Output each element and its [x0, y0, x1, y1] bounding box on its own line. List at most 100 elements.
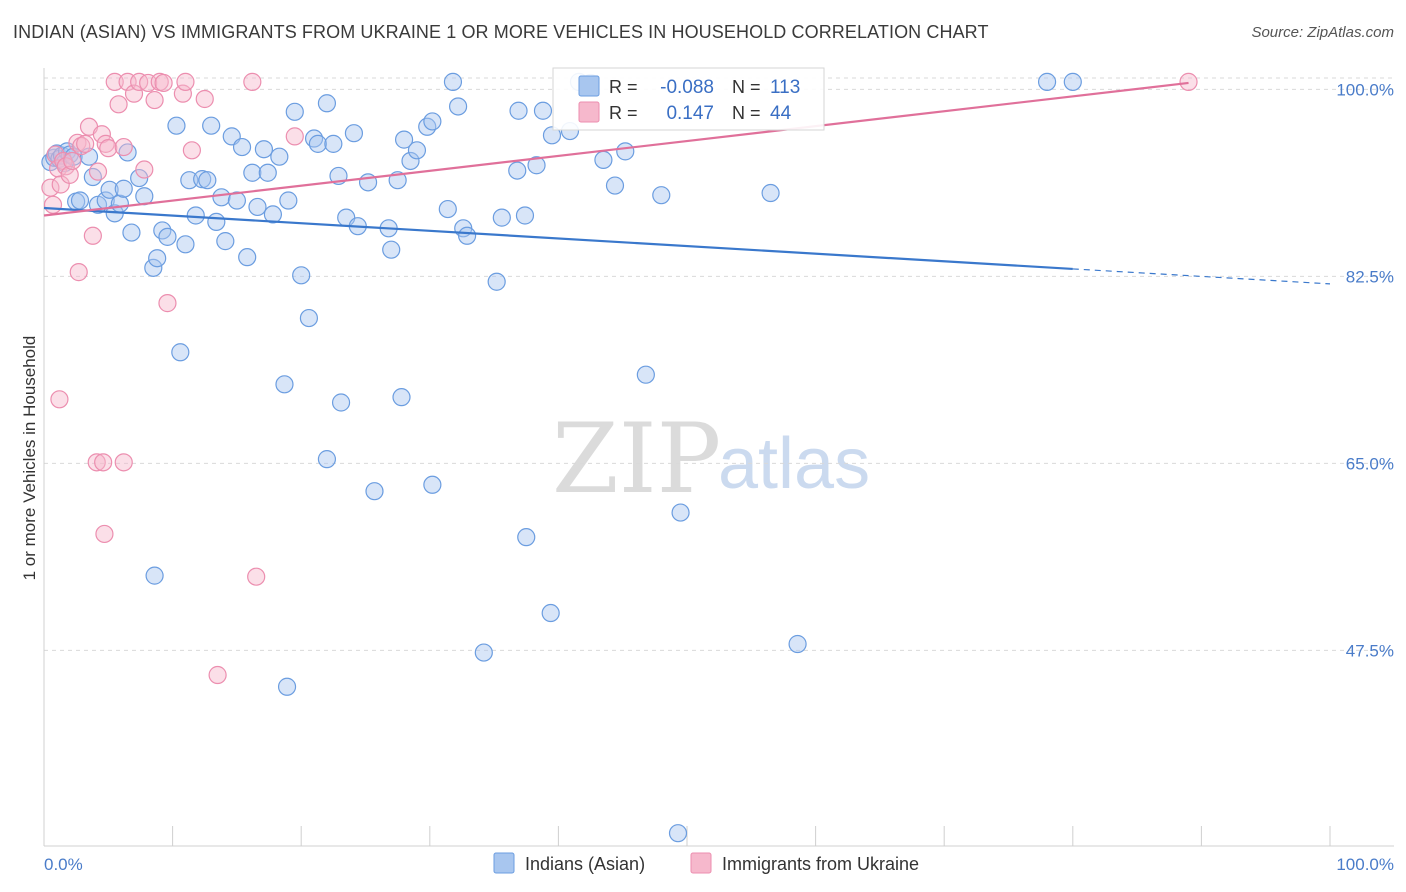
data-point: [605, 176, 625, 195]
data-point: [541, 603, 560, 623]
data-point: [173, 84, 192, 103]
data-point: [270, 147, 289, 166]
data-point: [407, 141, 427, 160]
stats-blue-r-label: R =: [609, 77, 638, 97]
x-axis-ticks: [172, 826, 1331, 846]
data-point: [227, 191, 246, 210]
data-point: [438, 199, 457, 219]
legend-label-ukraine: Immigrants from Ukraine: [722, 854, 919, 874]
data-point: [392, 388, 411, 407]
data-point: [145, 90, 164, 110]
data-point: [195, 89, 214, 109]
data-point: [285, 127, 304, 146]
data-point: [509, 101, 528, 120]
data-point: [216, 232, 235, 251]
watermark-atlas: atlas: [718, 424, 870, 504]
data-point: [423, 112, 442, 131]
data-point: [167, 116, 186, 135]
legend-swatch-indians: [493, 852, 515, 874]
data-point: [277, 677, 297, 696]
data-point: [176, 72, 195, 91]
data-point: [158, 227, 177, 246]
data-point: [317, 94, 337, 113]
data-point: [207, 212, 226, 231]
trend-line-ukraine: [43, 81, 1189, 217]
trend-line-indians: [43, 206, 1073, 271]
data-point: [60, 165, 79, 184]
stats-pink-n-label: N =: [732, 103, 761, 123]
data-point: [492, 208, 511, 227]
data-point: [69, 263, 88, 282]
data-point: [317, 450, 337, 469]
stats-pink-r-value: 0.147: [666, 103, 714, 124]
data-point: [114, 453, 133, 472]
legend: Indians (Asian) Immigrants from Ukraine: [493, 852, 919, 874]
data-point: [258, 163, 277, 182]
data-point: [401, 151, 420, 171]
data-point: [182, 141, 201, 160]
legend-swatch-ukraine: [690, 852, 712, 874]
data-point: [448, 97, 468, 116]
stats-pink-r-label: R =: [609, 103, 638, 123]
data-point: [652, 186, 671, 205]
y-tick-label: 65.0%: [1346, 454, 1394, 473]
data-point: [100, 180, 119, 199]
stats-box: R = -0.088 N = 113 R = 0.147 N = 44: [552, 67, 825, 131]
data-point: [122, 223, 141, 242]
stats-blue-swatch: [578, 75, 600, 97]
data-point: [94, 453, 113, 472]
data-point: [243, 72, 262, 91]
data-point: [247, 567, 266, 586]
data-point: [83, 167, 102, 187]
data-point: [275, 375, 294, 394]
y-tick-label: 100.0%: [1336, 80, 1394, 99]
trend-line-indians-extension: [1072, 268, 1331, 285]
data-point: [263, 205, 283, 224]
data-point: [135, 160, 154, 179]
data-point: [144, 258, 163, 277]
stats-blue-n-value: 113: [770, 77, 800, 98]
data-point: [279, 191, 298, 210]
data-point: [671, 503, 690, 522]
y-tick-label: 82.5%: [1346, 267, 1394, 286]
watermark: ZIP atlas: [552, 403, 870, 515]
data-point: [285, 102, 304, 121]
data-point: [616, 142, 635, 161]
data-point: [124, 84, 144, 103]
data-point: [238, 248, 257, 267]
data-point: [105, 72, 124, 91]
series-immigrants-ukraine-points: [41, 72, 1198, 685]
data-point: [63, 151, 82, 171]
data-point: [474, 643, 493, 662]
data-point: [542, 126, 562, 145]
data-point: [110, 194, 129, 213]
source-credit: Source: ZipAtlas.com: [1251, 24, 1394, 41]
series-indians-asian-points: [41, 72, 1082, 843]
data-point: [365, 482, 384, 501]
data-point: [145, 566, 164, 585]
data-point: [95, 524, 114, 544]
stats-pink-swatch: [578, 101, 600, 123]
data-point: [299, 308, 319, 328]
data-point: [232, 137, 252, 157]
y-tick-label: 47.5%: [1346, 641, 1394, 660]
legend-label-indians: Indians (Asian): [525, 854, 645, 874]
y-tick-labels: 47.5% 65.0% 82.5% 100.0%: [1336, 80, 1394, 660]
data-point: [443, 72, 463, 91]
data-point: [176, 235, 195, 254]
data-point: [83, 226, 102, 245]
data-point: [394, 130, 414, 149]
data-point: [344, 124, 364, 143]
data-point: [594, 150, 613, 170]
data-point: [527, 156, 546, 175]
data-point: [254, 140, 274, 159]
data-point: [50, 390, 69, 409]
stats-pink-n-value: 44: [770, 103, 792, 124]
data-point: [70, 191, 90, 210]
data-point: [87, 453, 106, 472]
data-point: [533, 101, 553, 120]
data-point: [636, 365, 655, 384]
data-point: [180, 171, 199, 190]
data-point: [668, 824, 688, 843]
